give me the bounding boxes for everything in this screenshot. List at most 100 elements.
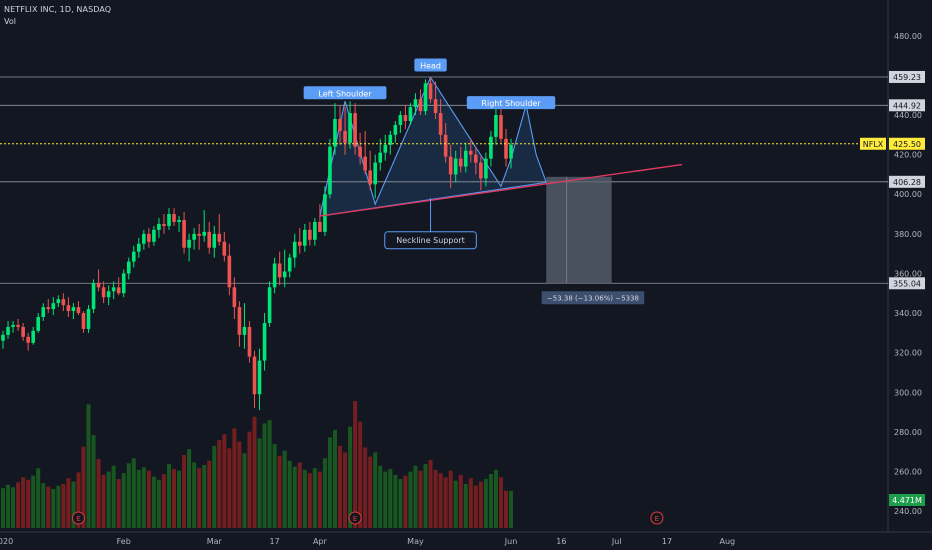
candle-body [137, 243, 141, 252]
y-tick-label: 340.00 [894, 309, 922, 318]
volume-bar [493, 469, 498, 528]
chart-title: NETFLIX INC, 1D, NASDAQ [4, 5, 112, 14]
volume-bar [151, 476, 156, 528]
volume-indicator-label: Vol [4, 17, 16, 26]
candle-body [162, 223, 166, 226]
projection-label: −53.38 (−13.06%) −5338 [547, 294, 639, 302]
volume-bar [156, 479, 161, 528]
candle-body [504, 138, 508, 159]
earnings-marker [348, 511, 362, 525]
volume-bar [41, 483, 46, 528]
volume-bar [81, 446, 86, 528]
candle-body [131, 251, 136, 262]
candle-body [41, 307, 46, 318]
candle-body [262, 322, 267, 361]
candle-body [303, 229, 307, 246]
candle-body [121, 273, 126, 294]
y-tick-label: 360.00 [894, 269, 922, 278]
volume-bar [207, 460, 212, 528]
volume-bar [66, 478, 71, 528]
pattern-label: Right Shoulder [481, 99, 541, 108]
candle-body [418, 99, 423, 112]
volume-bar [91, 435, 96, 528]
volume-bar [292, 466, 297, 528]
volume-bar [388, 469, 393, 528]
candle-body [282, 271, 287, 278]
candle-body [257, 360, 262, 395]
volume-bar [262, 423, 267, 528]
candle-body [277, 263, 282, 278]
x-tick-label: May [407, 537, 424, 546]
volume-bar [498, 477, 503, 528]
candle-body [172, 214, 176, 222]
volume-bar [121, 473, 126, 528]
candle-body [21, 326, 25, 337]
volume-bar [267, 420, 272, 528]
volume-tag-label: 4.471M [892, 496, 922, 505]
candle-body [348, 113, 352, 143]
x-tick-label: 17 [662, 537, 672, 546]
volume-bar [86, 404, 91, 528]
candle-body [489, 136, 493, 159]
candle-body [484, 158, 488, 179]
candle-body [448, 156, 453, 175]
volume-bar [21, 477, 26, 528]
volume-bar [413, 465, 418, 528]
x-tick-label: 16 [556, 537, 566, 546]
volume-bar [322, 458, 327, 528]
y-tick-label: 260.00 [894, 467, 922, 476]
volume-bar [468, 478, 473, 528]
candle-body [479, 162, 483, 179]
candle-body [71, 307, 76, 312]
candle-body [81, 313, 86, 329]
volume-bar [438, 473, 443, 528]
candle-body [187, 239, 191, 248]
volume-bar [363, 447, 368, 528]
x-tick-label: 17 [270, 537, 280, 546]
candle-body [463, 150, 468, 167]
volume-bar [76, 472, 81, 528]
candle-body [202, 231, 206, 236]
pattern-label-box [303, 86, 387, 100]
volume-bar [26, 479, 31, 528]
volume-bar [96, 459, 101, 528]
volume-bar [101, 474, 106, 528]
candle-body [227, 255, 232, 288]
volume-bar [46, 486, 51, 528]
volume-bar [126, 463, 131, 528]
volume-bar [287, 460, 292, 528]
volume-bar [343, 452, 348, 528]
volume-bar [473, 485, 478, 528]
volume-bar [358, 421, 363, 528]
volume-bar [488, 474, 493, 528]
candle-body [438, 113, 443, 135]
volume-bar [136, 469, 141, 528]
candle-body [252, 356, 257, 395]
candle-body [167, 214, 171, 226]
volume-bar [227, 448, 232, 528]
volume-bar [383, 471, 388, 528]
volume-bar [373, 452, 378, 528]
candle-body [363, 156, 367, 171]
volume-bar [61, 484, 66, 528]
volume-bar [252, 416, 257, 528]
candle-body [86, 309, 91, 329]
current-price-tag-label: 425.50 [893, 140, 921, 149]
candle-body [222, 241, 227, 256]
volume-bar [272, 444, 277, 528]
volume-bar [106, 471, 111, 528]
volume-bar [353, 401, 358, 528]
candle-body [192, 233, 196, 240]
volume-bar [504, 490, 508, 528]
candle-body [11, 324, 15, 327]
candle-body [408, 107, 413, 121]
volume-bar [212, 445, 217, 528]
volume-bar [1, 488, 5, 528]
candle-body [232, 287, 237, 308]
x-tick-label: Feb [117, 537, 131, 546]
candle-body [474, 154, 478, 163]
volume-bar [297, 462, 302, 528]
candle-body [56, 299, 61, 304]
pattern-label: Left Shoulder [318, 89, 372, 98]
